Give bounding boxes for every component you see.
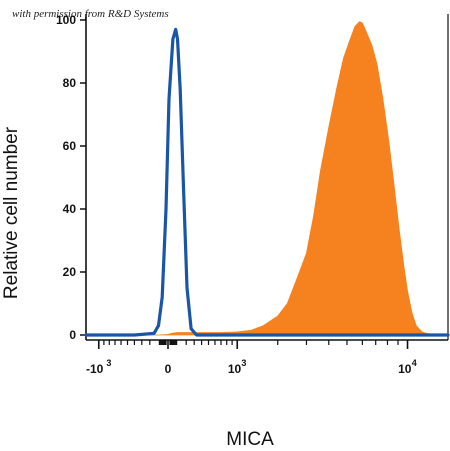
x-tick-exponent: 3 (106, 358, 111, 368)
x-axis-label: MICA (226, 429, 274, 450)
watermark-text: with permission from R&D Systems (12, 8, 169, 20)
y-tick-label: 0 (69, 328, 76, 342)
y-tick-label: 100 (56, 13, 76, 27)
y-tick-label: 40 (63, 202, 77, 216)
x-tick-label: -10 (86, 362, 104, 376)
x-tick-exponent: 4 (412, 358, 417, 368)
x-tick-label: 10 (398, 362, 412, 376)
x-tick-exponent: 3 (241, 358, 246, 368)
y-tick-label: 60 (63, 139, 77, 153)
histogram-series-0-filled (86, 21, 448, 336)
y-tick-label: 80 (63, 76, 77, 90)
y-tick-label: 20 (63, 265, 77, 279)
x-tick-label: 10 (228, 362, 242, 376)
histogram-series-1-line (84, 27, 450, 337)
x-tick-label: 0 (165, 362, 172, 376)
